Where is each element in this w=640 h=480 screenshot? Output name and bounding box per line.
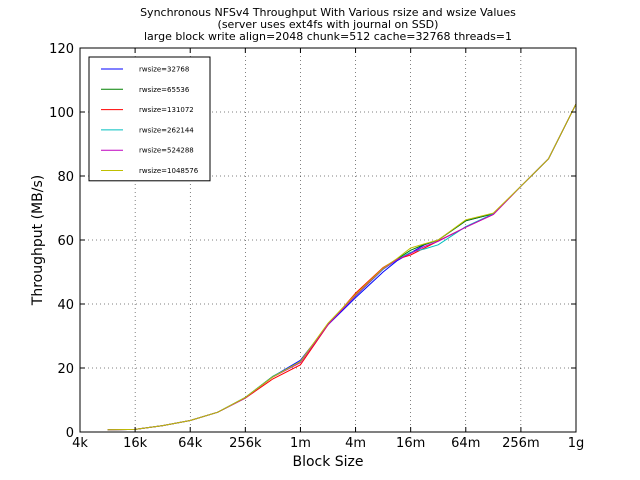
y-tick-label: 20 — [57, 362, 74, 377]
title-line-2: (server uses ext4fs with journal on SSD) — [218, 18, 439, 31]
y-axis-label: Throughput (MB/s) — [30, 175, 46, 306]
chart-title: Synchronous NFSv4 Throughput With Variou… — [140, 6, 516, 43]
legend-label: rwsize=1048576 — [139, 167, 199, 175]
legend: rwsize=32768 rwsize=65536 rwsize=131072 rws… — [88, 56, 211, 182]
series-line-rwsize=1048576 — [107, 103, 577, 431]
legend-label: rwsize=524288 — [139, 147, 194, 155]
y-tick-label: 100 — [49, 106, 74, 121]
x-tick-label: 64m — [451, 436, 480, 451]
y-tick-label: 60 — [57, 234, 74, 249]
legend-label: rwsize=131072 — [139, 106, 194, 114]
title-line-3: large block write align=2048 chunk=512 c… — [144, 30, 512, 43]
x-tick-label: 1g — [568, 436, 585, 451]
y-tick-labels: 0 20 40 60 80 100 120 — [49, 42, 74, 441]
legend-label: rwsize=32768 — [139, 66, 189, 74]
y-tick-label: 40 — [57, 298, 74, 313]
title-line-1: Synchronous NFSv4 Throughput With Variou… — [140, 6, 516, 19]
x-tick-label: 64k — [178, 436, 203, 451]
x-tick-label: 16k — [123, 436, 148, 451]
legend-label: rwsize=65536 — [139, 86, 190, 94]
axis-ticks — [79, 47, 577, 433]
y-tick-label: 120 — [49, 42, 74, 57]
x-tick-labels: 4k 16k 64k 256k 1m 4m 16m 64m 256m 1g — [72, 436, 584, 451]
series-lines — [107, 103, 577, 431]
x-tick-label: 4k — [72, 436, 88, 451]
x-tick-label: 256m — [502, 436, 539, 451]
x-axis-label: Block Size — [292, 454, 363, 470]
y-tick-label: 0 — [66, 426, 74, 441]
x-tick-label: 4m — [345, 436, 366, 451]
y-tick-label: 80 — [57, 170, 74, 185]
x-tick-label: 256k — [229, 436, 262, 451]
legend-box — [88, 56, 211, 182]
legend-label: rwsize=262144 — [139, 126, 194, 134]
x-tick-label: 16m — [396, 436, 425, 451]
x-tick-label: 1m — [290, 436, 311, 451]
